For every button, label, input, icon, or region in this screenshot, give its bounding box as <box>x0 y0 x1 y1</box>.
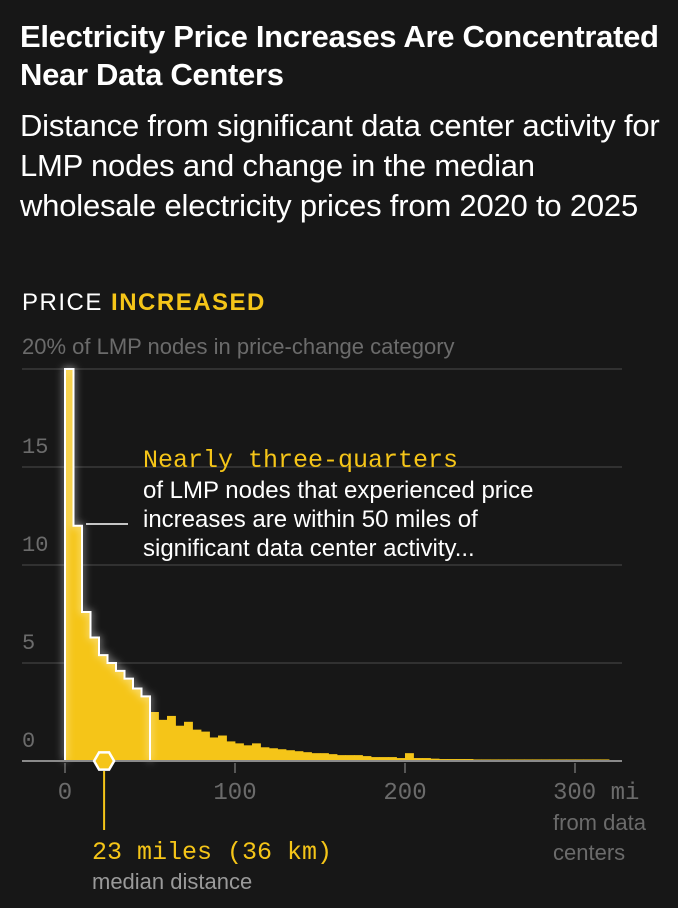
histogram-bar <box>303 752 312 761</box>
section-label: PRICE INCREASED <box>22 289 266 317</box>
histogram-bar <box>422 758 431 761</box>
histogram-bar <box>184 721 193 761</box>
histogram-bar <box>405 753 414 761</box>
chart-subtitle: Distance from significant data center ac… <box>20 108 660 223</box>
x-unit-line3: centers <box>553 840 626 865</box>
y-tick-label: 0 <box>22 729 35 754</box>
histogram-bar <box>150 712 159 761</box>
annotation-body: of LMP nodes that experienced price incr… <box>143 477 534 562</box>
histogram-bar <box>328 754 338 761</box>
histogram-bar <box>260 747 270 761</box>
histogram-bar <box>413 758 423 761</box>
x-tick-label: 0 <box>58 780 72 807</box>
x-tick-label: 100 <box>213 780 256 807</box>
histogram-bar <box>175 725 185 761</box>
histogram-bar <box>141 696 151 761</box>
histogram-bar <box>124 678 134 761</box>
chart-title: Electricity Price Increases Are Concentr… <box>20 19 659 92</box>
y-axis-label: 20% of LMP nodes in price-change categor… <box>22 334 455 359</box>
histogram-bar <box>345 755 355 761</box>
histogram-bar <box>354 755 363 761</box>
histogram-bar <box>209 737 219 761</box>
histogram-bar <box>294 751 304 761</box>
histogram-bar <box>235 743 244 761</box>
histogram-bar <box>243 745 253 761</box>
x-tick-label: 300 mi <box>553 780 639 807</box>
section-highlight: INCREASED <box>111 289 266 316</box>
histogram-bar <box>337 755 346 761</box>
histogram-bar <box>218 735 227 761</box>
section-prefix: PRICE <box>22 289 103 316</box>
histogram-bar <box>99 655 108 761</box>
x-tick-label: 200 <box>383 780 426 807</box>
histogram-bar <box>158 719 168 761</box>
histogram-bar <box>65 369 74 761</box>
annotation: Nearly three-quarters of LMP nodes that … <box>143 446 563 563</box>
median-value: 23 miles (36 km) <box>92 838 333 867</box>
histogram-bar <box>396 758 406 761</box>
histogram-bar <box>107 663 117 761</box>
histogram-bar <box>90 637 100 761</box>
histogram-bar <box>116 670 125 761</box>
histogram-bar <box>388 757 397 761</box>
histogram-bar <box>252 743 261 761</box>
histogram-bar <box>371 757 380 761</box>
y-tick-label: 10 <box>22 533 48 558</box>
histogram-bar <box>379 757 389 761</box>
histogram-bar <box>192 729 202 761</box>
histogram-bar <box>362 756 372 761</box>
y-tick-label: 5 <box>22 631 35 656</box>
histogram-bar <box>286 750 295 761</box>
y-tick-label: 15 <box>22 435 48 460</box>
x-axis-unit: from data centers <box>553 808 663 868</box>
annotation-highlight: Nearly three-quarters <box>143 446 459 475</box>
histogram-bar <box>311 753 321 761</box>
histogram-bar <box>277 749 287 761</box>
histogram-bar <box>430 758 440 761</box>
histogram-bar <box>320 753 329 761</box>
median-marker <box>92 751 116 771</box>
histogram-bar <box>269 748 278 761</box>
histogram-bar <box>201 731 210 761</box>
histogram-bar <box>226 741 236 761</box>
x-unit-line2: from data <box>553 810 646 835</box>
histogram-bar <box>167 715 176 761</box>
histogram-bar <box>82 612 91 761</box>
highlight-outline <box>64 368 151 761</box>
median-label: median distance <box>92 869 253 894</box>
histogram-bar <box>133 688 142 761</box>
histogram-bar <box>73 525 83 761</box>
